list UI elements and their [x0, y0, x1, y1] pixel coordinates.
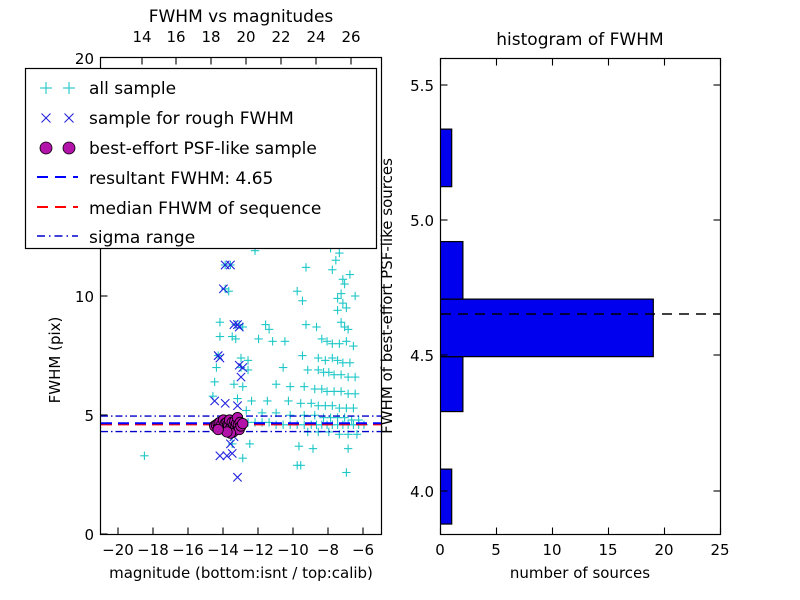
x-tick-label: 20 [654, 541, 673, 559]
right-panel: histogram of FWHM [378, 30, 730, 582]
circle-icon [39, 141, 53, 155]
legend-item-median-fhwm-of-sequence[interactable]: median FHWM of sequence [37, 199, 321, 219]
top-tick-label: 16 [166, 28, 185, 46]
x-tick-label: 25 [710, 541, 729, 559]
histogram-bar [441, 468, 453, 525]
cross-icon [41, 113, 74, 123]
legend-label: best-effort PSF-like sample [89, 139, 317, 159]
scatter-data-layer [101, 67, 381, 482]
y-tick-label: 10 [75, 288, 94, 306]
legend-item-sample-for-rough-fwhm[interactable]: sample for rough FWHM [41, 109, 294, 129]
left-panel-bottom-tick-labels: −20 −18 −16 −14 −12 −10 −8 −6 [102, 541, 374, 559]
top-tick-label: 22 [271, 28, 290, 46]
bottom-tick-label: −6 [352, 541, 374, 559]
legend-item-sigma-range[interactable]: sigma range [37, 228, 195, 248]
right-axes-x-ticks [439, 58, 722, 535]
y-tick-label: 5.0 [410, 212, 434, 230]
left-panel-y-tick-labels: 0 5 10 20 [75, 50, 94, 544]
legend-box [24, 67, 378, 250]
right-panel-y-tick-labels: 4.0 4.5 5.0 5.5 [410, 77, 434, 501]
right-panel-title: histogram of FWHM [496, 30, 663, 50]
right-panel-xlabel: number of sources [510, 564, 650, 582]
left-axes-top-ticks [141, 57, 352, 65]
bottom-tick-label: −18 [137, 541, 169, 559]
legend-item-resultant-fwhm[interactable]: resultant FWHM: 4.65 [37, 169, 273, 189]
bottom-tick-label: −10 [277, 541, 309, 559]
x-tick-label: 5 [491, 541, 501, 559]
x-tick-label: 0 [435, 541, 445, 559]
bottom-tick-label: −16 [172, 541, 204, 559]
left-panel-xlabel: magnitude (bottom:isnt / top:calib) [109, 564, 373, 582]
histogram-bar [441, 356, 464, 413]
bottom-tick-label: −8 [317, 541, 339, 559]
top-tick-label: 14 [132, 28, 151, 46]
y-tick-label: 5 [84, 407, 94, 425]
x-tick-label: 10 [542, 541, 561, 559]
legend-item-best-effort-psf-like-sample[interactable]: best-effort PSF-like sample [39, 139, 317, 159]
y-tick-label: 0 [84, 526, 94, 544]
left-panel-top-tick-labels: 14 16 18 20 22 24 26 [132, 28, 360, 46]
legend-label: all sample [89, 79, 176, 99]
bottom-tick-label: −20 [102, 541, 134, 559]
legend-label: sample for rough FWHM [89, 109, 294, 129]
legend-label: resultant FWHM: 4.65 [89, 169, 273, 189]
bottom-tick-label: −14 [207, 541, 239, 559]
top-tick-label: 26 [341, 28, 360, 46]
top-tick-label: 20 [236, 28, 255, 46]
x-tick-label: 15 [598, 541, 617, 559]
top-tick-label: 18 [201, 28, 220, 46]
y-tick-label: 4.5 [410, 347, 434, 365]
y-tick-label: 20 [75, 50, 94, 68]
legend-label: sigma range [89, 228, 195, 248]
top-tick-label: 24 [306, 28, 325, 46]
histogram-bar [441, 240, 464, 300]
right-panel-ylabel: FWHM of best-effort PSF-like sources [378, 158, 396, 434]
series-best-effort-psf-like [209, 412, 249, 439]
left-axes-bottom-ticks [117, 527, 364, 535]
y-tick-label: 4.0 [410, 483, 434, 501]
histogram-bar [441, 128, 453, 188]
legend-item-all-sample[interactable]: all sample [40, 79, 176, 99]
bottom-tick-label: −12 [242, 541, 274, 559]
histogram-bar [441, 298, 654, 358]
left-panel-ylabel: FWHM (pix) [46, 317, 64, 404]
right-axes-frame [439, 57, 722, 536]
legend: all sample sample for rough FWHM best-ef… [24, 67, 378, 250]
y-tick-label: 5.5 [410, 77, 434, 95]
legend-label: median FHWM of sequence [89, 199, 321, 219]
right-panel-x-tick-labels: 0 5 10 15 20 25 [435, 541, 729, 559]
left-panel-title: FWHM vs magnitudes [149, 7, 334, 27]
left-panel: FWHM vs magnitudes 14 16 18 20 22 24 26 [24, 7, 383, 582]
right-axes-y-ticks [440, 84, 721, 492]
histogram-bars [441, 128, 654, 525]
circle-icon [62, 141, 76, 155]
plus-icon [40, 82, 75, 94]
